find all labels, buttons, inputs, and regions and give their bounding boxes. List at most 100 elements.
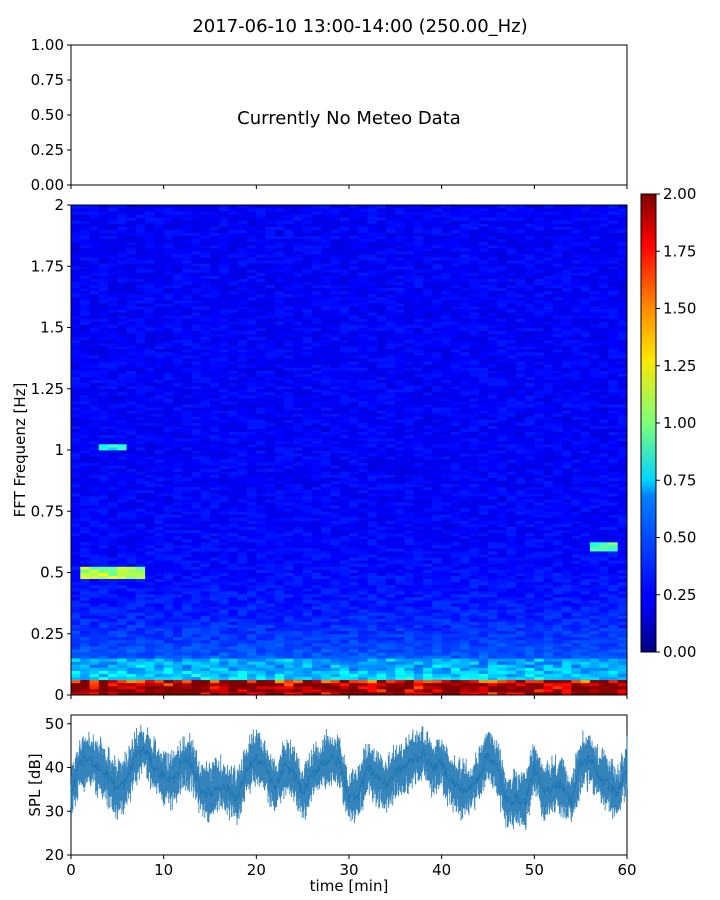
spectrogram-cell (89, 624, 100, 629)
spectrogram-cell (265, 593, 276, 598)
spectrogram-cell (182, 437, 192, 442)
spectrogram-cell (293, 511, 304, 515)
spectrogram-cell (163, 502, 174, 506)
spectrogram-cell (154, 309, 165, 313)
spectrogram-cell (98, 642, 109, 647)
spectrogram-cell (349, 208, 359, 212)
spectrogram-cell (89, 633, 100, 638)
spectrogram-cell (330, 358, 341, 362)
spectrogram-cell (311, 508, 322, 512)
spectrogram-cell (219, 486, 229, 491)
spectrogram-cell (339, 367, 350, 371)
spectrogram-cell (182, 281, 192, 286)
spectrogram-cell (200, 364, 211, 368)
spectrogram-cell (135, 299, 146, 304)
spectrogram-cell (98, 364, 109, 368)
spectrogram-cell (145, 618, 155, 622)
spectrogram-cell (284, 529, 294, 534)
spectrogram-cell (265, 422, 276, 426)
spectrogram-cell (71, 505, 81, 509)
spectrogram-cell (302, 260, 313, 264)
spectrogram-cell (172, 281, 183, 286)
spectrogram-cell (126, 593, 137, 598)
spectrogram-cell (172, 244, 183, 249)
spectrogram-cell (200, 223, 211, 227)
spectrogram-cell (80, 593, 90, 598)
spectrogram-cell (126, 269, 137, 273)
spectrogram-cell (117, 514, 127, 518)
spectrogram-cell (108, 633, 118, 638)
spectrogram-cell (135, 321, 146, 325)
spectrogram-cell (349, 229, 359, 233)
spectrogram-cell (311, 440, 322, 445)
spectrogram-cell (339, 443, 350, 448)
spectrogram-cell (339, 413, 350, 417)
spectrogram-cell (237, 655, 248, 659)
spectrogram-cell (330, 642, 341, 647)
spectrogram-cell (135, 208, 146, 212)
spectrogram-cell (191, 639, 202, 644)
spectrogram-cell (71, 247, 81, 252)
spectrogram-cell (98, 535, 109, 540)
spectrogram-cell (200, 281, 211, 286)
spectrogram-cell (154, 361, 165, 365)
spectrogram-cell (302, 691, 313, 696)
spectrogram-cell (135, 468, 146, 472)
spectrogram-cell (135, 401, 146, 405)
spectrogram-cell (80, 443, 90, 448)
spectrogram-cell (200, 318, 211, 322)
spectrogram-cell (284, 560, 294, 564)
spectrogram-cell (247, 364, 257, 368)
spectrogram-cell (210, 673, 220, 678)
spectrogram-cell (71, 459, 81, 463)
spectrogram-cell (117, 664, 127, 668)
spectrogram-cell (200, 336, 211, 341)
spectrogram-cell (284, 636, 294, 641)
spectrogram-cell (98, 667, 109, 671)
spectrogram-cell (98, 443, 109, 448)
spectrogram-cell (163, 459, 174, 463)
spectrogram-cell (284, 266, 294, 270)
spectrogram-cell (330, 370, 341, 374)
spectrogram-cell (349, 505, 359, 509)
spectrogram-cell (172, 538, 183, 543)
spectrogram-cell (330, 569, 341, 573)
spectrogram-cell (265, 587, 276, 592)
spectrogram-cell (219, 621, 229, 625)
spectrogram-cell (172, 226, 183, 230)
spectrogram-cell (145, 477, 155, 482)
spectrogram-cell (302, 370, 313, 374)
spectrogram-cell (172, 407, 183, 411)
spectrogram-cell (293, 333, 304, 338)
spectrogram-cell (321, 453, 331, 457)
spectrogram-cell (274, 379, 285, 384)
spectrogram-cell (163, 523, 174, 527)
spectrogram-cell (126, 257, 137, 261)
spectrogram-cell (256, 443, 266, 448)
spectrogram-cell (154, 548, 165, 552)
spectrogram-cell (339, 217, 350, 221)
spectrogram-cell (117, 474, 127, 478)
spectrogram-cell (321, 462, 331, 466)
spectrogram-cell (256, 269, 266, 273)
spectrogram-cell (135, 483, 146, 488)
spectrogram-cell (284, 465, 294, 469)
spectrogram-cell (237, 642, 248, 647)
spectrogram-cell (191, 364, 202, 368)
spectrogram-cell (172, 348, 183, 353)
spectrogram-cell (210, 440, 220, 445)
spectrogram-cell (311, 569, 322, 573)
spectrogram-cell (284, 471, 294, 475)
spectrogram-cell (98, 440, 109, 445)
spectrogram-cell (98, 238, 109, 243)
spectrogram-cell (237, 324, 248, 328)
spectrogram-cell (163, 563, 174, 567)
spectrogram-cell (321, 450, 331, 454)
spectrogram-cell (219, 474, 229, 478)
spectrogram-cell (135, 263, 146, 267)
spectrogram-cell (311, 208, 322, 212)
spectrogram-cell (145, 535, 155, 540)
spectrogram-cell (265, 615, 276, 619)
spectrogram-cell (339, 229, 350, 233)
spectrogram-cell (237, 211, 248, 215)
